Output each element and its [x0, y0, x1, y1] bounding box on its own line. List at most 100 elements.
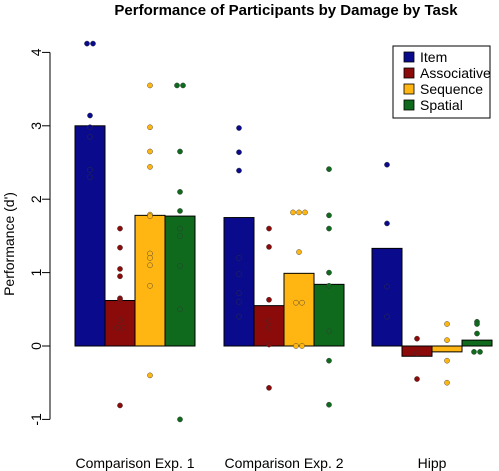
point-sequence [444, 379, 450, 386]
point-spatial [177, 416, 183, 423]
point-item [87, 134, 93, 140]
point-spatial [326, 357, 332, 364]
point-spatial [474, 321, 480, 327]
bar-spatial-comparison-exp-2 [313, 283, 345, 347]
legend-swatch-spatial [403, 99, 415, 111]
point-spatial [326, 328, 332, 335]
point-spatial [177, 189, 183, 195]
legend-swatch-item [403, 51, 415, 63]
point-spatial [177, 306, 183, 313]
point-sequence [290, 209, 296, 216]
legend-label-item: Item [420, 49, 447, 65]
point-spatial [326, 166, 332, 172]
x-label-comparison-exp-1: Comparison Exp. 1 [75, 455, 194, 471]
point-item [236, 290, 242, 296]
point-sequence [147, 283, 153, 289]
y-tick-label: 3 [28, 122, 44, 130]
legend-swatch-associative [403, 67, 415, 79]
point-spatial [177, 233, 183, 239]
point-associative [414, 335, 420, 342]
point-spatial [477, 349, 483, 355]
point-item [87, 174, 93, 180]
point-item [236, 125, 242, 131]
point-item [84, 40, 90, 47]
point-sequence [299, 299, 305, 306]
point-item [236, 299, 242, 305]
legend-label-sequence: Sequence [420, 81, 483, 97]
point-sequence [147, 124, 153, 131]
bars [74, 125, 493, 357]
point-sequence [293, 343, 299, 349]
point-associative [266, 385, 272, 391]
y-tick-label: 4 [28, 48, 44, 56]
point-associative [266, 324, 272, 331]
y-tick-label: -1 [28, 413, 44, 426]
point-sequence [147, 372, 153, 379]
point-associative [414, 376, 420, 382]
y-tick-label: 1 [28, 268, 44, 276]
point-spatial [174, 82, 180, 89]
chart-title: Performance of Participants by Damage by… [114, 2, 458, 19]
point-associative [117, 266, 123, 272]
legend-swatch-sequence [403, 83, 415, 95]
point-sequence [444, 357, 450, 364]
point-associative [120, 324, 126, 331]
y-tick-label: 2 [28, 195, 44, 203]
point-sequence [444, 337, 450, 343]
bar-sequence-hipp [431, 345, 463, 353]
point-item [90, 40, 96, 47]
bar-associative-comparison-exp-1 [104, 299, 136, 347]
point-associative [117, 244, 123, 251]
point-associative [117, 317, 123, 324]
point-item [236, 167, 242, 174]
point-sequence [444, 321, 450, 327]
legend-label-spatial: Spatial [420, 97, 463, 113]
point-associative [114, 324, 120, 331]
legend-label-associative: Associative [420, 65, 491, 81]
point-spatial [177, 208, 183, 214]
bar-sequence-comparison-exp-2 [283, 272, 315, 347]
point-item [236, 149, 242, 156]
point-sequence [147, 213, 153, 219]
point-spatial [326, 212, 332, 219]
point-item [236, 255, 242, 261]
point-sequence [296, 209, 302, 216]
point-sequence [147, 164, 153, 170]
x-tick-labels: Comparison Exp. 1 Comparison Exp. 2 Hipp [75, 455, 446, 471]
bar-spatial-hipp [461, 339, 493, 347]
point-associative [117, 225, 123, 232]
bar-item-hipp [371, 247, 403, 347]
point-item [384, 161, 390, 168]
point-associative [266, 318, 272, 324]
bar-sequence-comparison-exp-1 [134, 214, 166, 347]
x-label-comparison-exp-2: Comparison Exp. 2 [224, 455, 343, 471]
point-spatial [326, 269, 332, 276]
point-spatial [180, 82, 186, 89]
y-axis-label: Performance (d') [1, 192, 17, 296]
point-sequence [299, 343, 305, 349]
point-spatial [471, 349, 477, 355]
x-label-hipp: Hipp [418, 455, 447, 471]
point-spatial [177, 225, 183, 232]
point-item [384, 313, 390, 320]
point-sequence [302, 209, 308, 216]
y-axis: -1 0 1 2 3 4 [28, 48, 51, 426]
bar-item-comparison-exp-1 [74, 125, 106, 347]
point-item [87, 124, 93, 131]
point-item [384, 283, 390, 290]
point-associative [266, 244, 272, 250]
point-spatial [326, 401, 332, 408]
point-spatial [326, 283, 332, 289]
point-item [236, 271, 242, 277]
point-associative [414, 350, 420, 357]
point-associative [117, 402, 123, 409]
point-spatial [474, 330, 480, 337]
point-sequence [147, 148, 153, 155]
point-item [87, 167, 93, 173]
point-associative [266, 296, 272, 303]
y-tick-label: 0 [28, 342, 44, 350]
point-associative [117, 296, 123, 303]
point-item [384, 220, 390, 227]
